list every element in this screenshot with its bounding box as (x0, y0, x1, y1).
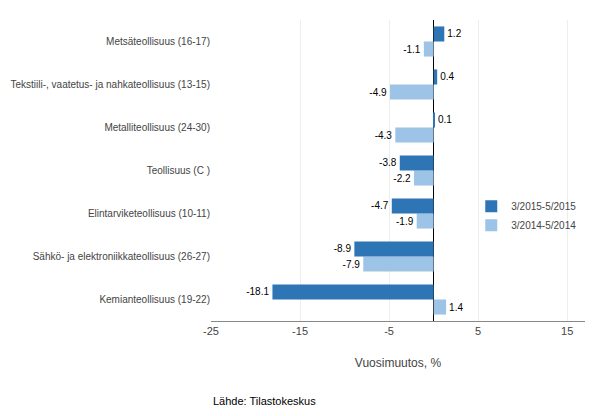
svg-text:-2.2: -2.2 (393, 173, 411, 184)
svg-text:-18.1: -18.1 (246, 286, 269, 297)
svg-text:Tekstiili-, vaatetus- ja nahka: Tekstiili-, vaatetus- ja nahkateollisuus… (10, 79, 210, 90)
svg-text:-15: -15 (292, 325, 308, 337)
svg-text:3/2014-5/2014: 3/2014-5/2014 (511, 220, 576, 231)
svg-text:1.4: 1.4 (449, 302, 463, 313)
svg-text:-7.9: -7.9 (343, 259, 361, 270)
svg-text:Elintarviketeollisuus (10-11): Elintarviketeollisuus (10-11) (88, 208, 210, 219)
svg-text:Kemianteollisuus (19-22): Kemianteollisuus (19-22) (99, 294, 210, 305)
svg-text:-4.9: -4.9 (369, 87, 387, 98)
svg-text:1.2: 1.2 (447, 28, 461, 39)
svg-text:-5: -5 (384, 325, 394, 337)
svg-text:-1.1: -1.1 (403, 44, 421, 55)
svg-text:Lähde: Tilastokeskus: Lähde: Tilastokeskus (213, 395, 316, 407)
svg-text:Teollisuus (C ): Teollisuus (C ) (147, 165, 210, 176)
svg-text:Vuosimuutos, %: Vuosimuutos, % (355, 356, 442, 370)
svg-text:5: 5 (475, 325, 481, 337)
svg-text:-8.9: -8.9 (334, 243, 352, 254)
svg-text:-25: -25 (203, 325, 219, 337)
svg-text:-3.8: -3.8 (379, 157, 397, 168)
svg-text:-1.9: -1.9 (396, 216, 414, 227)
svg-text:Metsäteollisuus (16-17): Metsäteollisuus (16-17) (106, 36, 210, 47)
svg-text:-4.7: -4.7 (371, 200, 389, 211)
svg-text:0.1: 0.1 (438, 114, 452, 125)
svg-text:3/2015-5/2015: 3/2015-5/2015 (511, 201, 576, 212)
svg-text:Metalliteollisuus (24-30): Metalliteollisuus (24-30) (104, 122, 210, 133)
svg-text:Sähkö- ja elektroniikkateollis: Sähkö- ja elektroniikkateollisuus (26-27… (33, 251, 210, 262)
svg-text:15: 15 (561, 325, 573, 337)
svg-text:0.4: 0.4 (440, 71, 454, 82)
svg-text:-4.3: -4.3 (375, 130, 393, 141)
